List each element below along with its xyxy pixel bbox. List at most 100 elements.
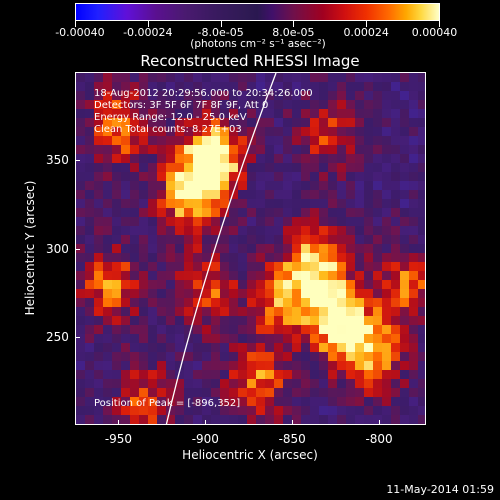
heatmap-pixel — [238, 100, 247, 109]
heatmap-pixel — [418, 316, 425, 325]
heatmap-pixel — [373, 298, 382, 307]
heatmap-pixel — [382, 361, 391, 370]
heatmap-pixel — [265, 379, 274, 388]
heatmap-pixel — [85, 136, 94, 145]
heatmap-pixel — [328, 415, 337, 424]
heatmap-pixel — [373, 379, 382, 388]
heatmap-pixel — [220, 226, 229, 235]
heatmap-pixel — [175, 226, 184, 235]
heatmap-pixel — [274, 406, 283, 415]
heatmap-pixel — [328, 136, 337, 145]
heatmap-pixel — [175, 397, 184, 406]
time-range-text: 18-Aug-2012 20:29:56.000 to 20:34:26.000 — [94, 88, 313, 99]
heatmap-pixel — [148, 343, 157, 352]
heatmap-pixel — [292, 271, 301, 280]
heatmap-pixel — [328, 316, 337, 325]
heatmap-pixel — [238, 352, 247, 361]
heatmap-pixel — [256, 145, 265, 154]
heatmap-pixel — [355, 172, 364, 181]
heatmap-pixel — [418, 127, 425, 136]
heatmap-pixel — [400, 91, 409, 100]
heatmap-pixel — [85, 145, 94, 154]
heatmap-pixel — [130, 406, 139, 415]
heatmap-pixel — [85, 154, 94, 163]
heatmap-pixel — [391, 244, 400, 253]
heatmap-pixel — [418, 352, 425, 361]
heatmap-pixel — [301, 100, 310, 109]
heatmap-pixel — [283, 127, 292, 136]
heatmap-pixel — [373, 325, 382, 334]
heatmap-pixel — [94, 379, 103, 388]
heatmap-pixel — [301, 307, 310, 316]
heatmap-pixel — [211, 334, 220, 343]
heatmap-pixel — [184, 406, 193, 415]
heatmap-pixel — [400, 154, 409, 163]
heatmap-pixel — [355, 370, 364, 379]
heatmap-pixel — [112, 208, 121, 217]
colorbar-tick-label: 0.00024 — [343, 26, 389, 39]
heatmap-pixel — [130, 154, 139, 163]
heatmap-pixel — [121, 172, 130, 181]
colorbar-tick-label: -0.00040 — [55, 26, 105, 39]
heatmap-pixel — [328, 163, 337, 172]
heatmap-pixel — [301, 289, 310, 298]
heatmap-pixel — [85, 163, 94, 172]
heatmap-pixel — [256, 163, 265, 172]
heatmap-pixel — [310, 343, 319, 352]
heatmap-pixel — [391, 325, 400, 334]
heatmap-pixel — [274, 244, 283, 253]
heatmap-pixel — [364, 109, 373, 118]
heatmap-pixel — [346, 217, 355, 226]
heatmap-pixel — [319, 397, 328, 406]
heatmap-pixel — [247, 388, 256, 397]
heatmap-pixel — [166, 217, 175, 226]
heatmap-pixel — [175, 424, 184, 425]
heatmap-pixel — [238, 82, 247, 91]
heatmap-pixel — [400, 100, 409, 109]
heatmap-pixel — [166, 73, 175, 82]
heatmap-pixel — [319, 379, 328, 388]
heatmap-pixel — [382, 190, 391, 199]
heatmap-pixel — [166, 361, 175, 370]
heatmap-pixel — [382, 127, 391, 136]
heatmap-pixel — [337, 208, 346, 217]
heatmap-pixel — [193, 397, 202, 406]
heatmap-pixel — [211, 361, 220, 370]
heatmap-pixel — [157, 424, 166, 425]
heatmap-pixel — [229, 280, 238, 289]
heatmap-pixel — [211, 199, 220, 208]
heatmap-pixel — [148, 334, 157, 343]
heatmap-pixel — [193, 136, 202, 145]
heatmap-pixel — [337, 217, 346, 226]
heatmap-pixel — [373, 244, 382, 253]
heatmap-pixel — [94, 127, 103, 136]
heatmap-pixel — [283, 325, 292, 334]
heatmap-pixel — [319, 127, 328, 136]
heatmap-pixel — [373, 361, 382, 370]
heatmap-pixel — [337, 289, 346, 298]
heatmap-pixel — [130, 361, 139, 370]
heatmap-pixel — [94, 163, 103, 172]
heatmap-pixel — [202, 226, 211, 235]
heatmap-pixel — [283, 289, 292, 298]
heatmap-pixel — [283, 397, 292, 406]
heatmap — [76, 73, 425, 425]
heatmap-pixel — [211, 271, 220, 280]
y-tick — [75, 248, 80, 250]
heatmap-pixel — [85, 100, 94, 109]
heatmap-pixel — [373, 127, 382, 136]
heatmap-pixel — [310, 352, 319, 361]
heatmap-pixel — [184, 316, 193, 325]
y-tick-label: 300 — [46, 241, 69, 256]
heatmap-pixel — [148, 235, 157, 244]
heatmap-pixel — [148, 307, 157, 316]
heatmap-pixel — [328, 298, 337, 307]
heatmap-pixel — [355, 190, 364, 199]
heatmap-pixel — [94, 388, 103, 397]
heatmap-pixel — [139, 334, 148, 343]
heatmap-pixel — [94, 235, 103, 244]
heatmap-pixel — [274, 226, 283, 235]
heatmap-pixel — [346, 154, 355, 163]
heatmap-pixel — [175, 379, 184, 388]
heatmap-pixel — [328, 397, 337, 406]
